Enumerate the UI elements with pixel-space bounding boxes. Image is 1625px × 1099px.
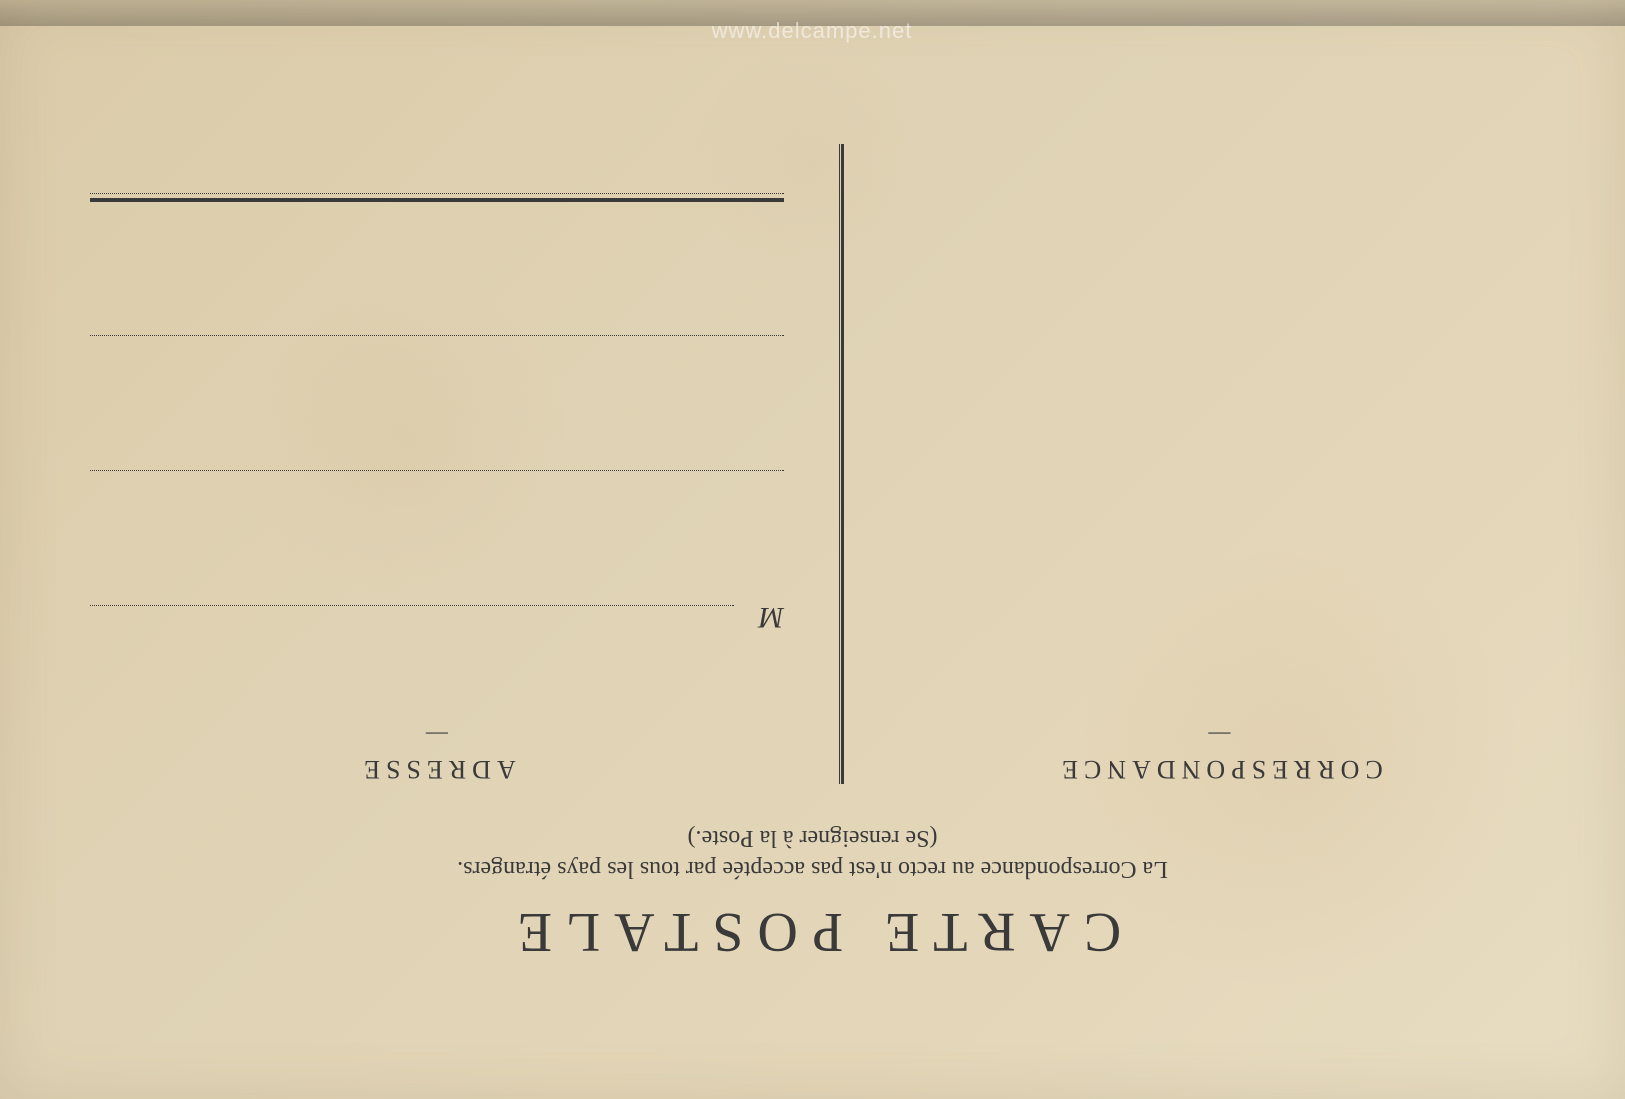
correspondence-panel: CORRESPONDANCE — <box>844 35 1595 784</box>
scan-edge-band <box>0 0 1625 26</box>
postcard-frame: CARTE POSTALE La Correspondance au recto… <box>30 35 1595 1069</box>
postcard-subtitle-line-1: La Correspondance au recto n'est pas acc… <box>30 855 1595 882</box>
address-label: ADRESSE <box>30 754 844 784</box>
address-line-4-bold <box>90 198 784 202</box>
postcard-back: CARTE POSTALE La Correspondance au recto… <box>0 0 1625 1099</box>
correspondence-label: CORRESPONDANCE <box>844 754 1595 784</box>
postcard-columns: CORRESPONDANCE — ADRESSE — M <box>30 35 1595 784</box>
address-dash: — <box>30 722 844 748</box>
address-line-2 <box>90 470 784 471</box>
addressee-prefix: M <box>759 600 784 634</box>
correspondence-dash: — <box>844 722 1595 748</box>
address-line-1 <box>90 605 734 606</box>
postcard-subtitle-line-2: (Se renseigner à la Poste.) <box>30 824 1595 851</box>
address-line-3 <box>90 335 784 336</box>
address-panel: ADRESSE — M <box>30 35 844 784</box>
postcard-title: CARTE POSTALE <box>30 900 1595 964</box>
